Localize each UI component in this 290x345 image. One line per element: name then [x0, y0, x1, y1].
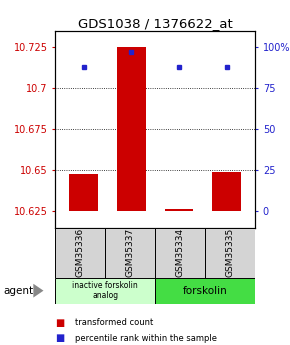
Bar [155, 228, 205, 278]
Bar [155, 278, 255, 304]
Bar [55, 228, 105, 278]
Text: GSM35334: GSM35334 [176, 228, 185, 277]
Text: GSM35335: GSM35335 [226, 228, 235, 277]
Text: agent: agent [3, 286, 33, 296]
Text: percentile rank within the sample: percentile rank within the sample [75, 334, 218, 343]
Bar [205, 228, 255, 278]
Bar [212, 172, 241, 211]
Bar [117, 47, 146, 211]
Text: GSM35337: GSM35337 [126, 228, 135, 277]
Bar [55, 278, 155, 304]
Text: GSM35336: GSM35336 [76, 228, 85, 277]
Text: forskolin: forskolin [183, 286, 228, 296]
Text: transformed count: transformed count [75, 318, 154, 327]
Text: inactive forskolin
analog: inactive forskolin analog [72, 281, 138, 300]
Polygon shape [33, 284, 44, 297]
Text: ■: ■ [55, 318, 64, 327]
Text: ■: ■ [55, 333, 64, 343]
Bar [165, 209, 193, 211]
Title: GDS1038 / 1376622_at: GDS1038 / 1376622_at [78, 17, 233, 30]
Bar [105, 228, 155, 278]
Bar [69, 174, 98, 211]
